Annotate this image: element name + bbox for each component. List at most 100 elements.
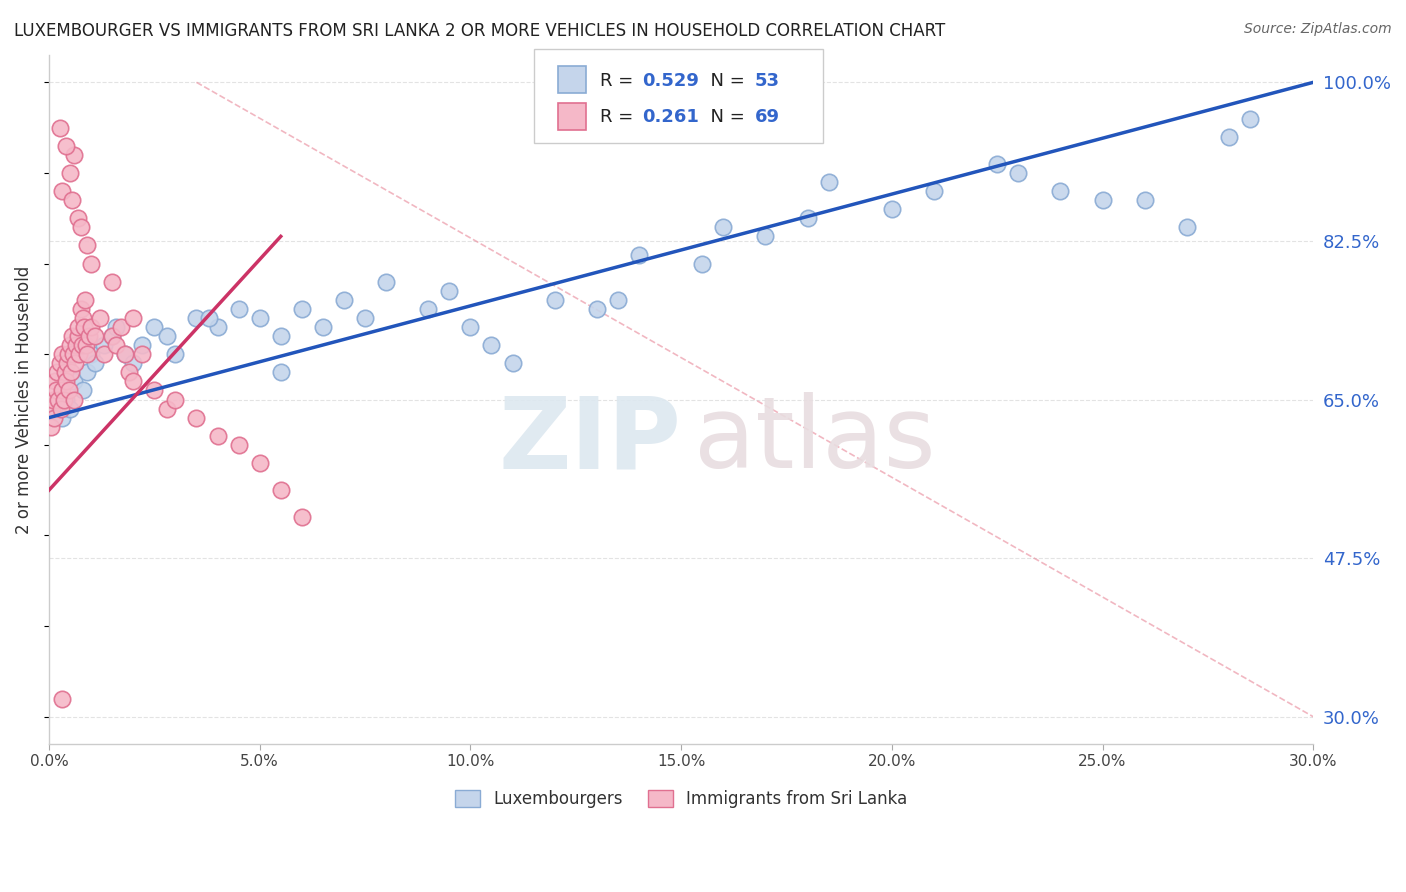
Point	[84, 329, 107, 343]
Point	[110, 320, 132, 334]
Point	[42, 410, 65, 425]
Point	[69, 301, 91, 316]
Point	[89, 310, 111, 325]
Text: R =: R =	[600, 71, 640, 89]
Point	[60, 329, 83, 343]
Text: 0.529: 0.529	[643, 71, 699, 89]
Point	[1049, 184, 1071, 198]
Point	[249, 310, 271, 325]
Point	[55, 138, 77, 153]
Point	[67, 320, 90, 334]
Text: 53: 53	[755, 71, 780, 89]
Point	[55, 392, 77, 407]
Point	[52, 392, 75, 407]
Point	[207, 429, 229, 443]
Point	[1091, 193, 1114, 207]
Point	[62, 347, 84, 361]
Point	[986, 157, 1008, 171]
Point	[165, 392, 187, 407]
Text: N =: N =	[699, 71, 751, 89]
Point	[70, 338, 93, 352]
Point	[72, 320, 94, 334]
Point	[186, 310, 208, 325]
Point	[51, 691, 73, 706]
Point	[73, 293, 96, 307]
Point	[1007, 166, 1029, 180]
Point	[49, 401, 72, 416]
Point	[65, 338, 87, 352]
Text: atlas: atlas	[693, 392, 935, 490]
Point	[460, 320, 482, 334]
Text: Source: ZipAtlas.com: Source: ZipAtlas.com	[1244, 22, 1392, 37]
Point	[228, 438, 250, 452]
Point	[333, 293, 356, 307]
Point	[606, 293, 628, 307]
Point	[1218, 129, 1240, 144]
Text: 69: 69	[755, 108, 780, 126]
Point	[76, 347, 98, 361]
Point	[44, 375, 66, 389]
Point	[114, 347, 136, 361]
Text: 0.261: 0.261	[643, 108, 699, 126]
Point	[502, 356, 524, 370]
Point	[67, 347, 90, 361]
Legend: Luxembourgers, Immigrants from Sri Lanka: Luxembourgers, Immigrants from Sri Lanka	[449, 783, 914, 814]
Point	[105, 320, 128, 334]
Point	[186, 410, 208, 425]
Point	[165, 347, 187, 361]
Point	[80, 347, 103, 361]
Point	[55, 375, 77, 389]
Point	[93, 347, 115, 361]
Point	[312, 320, 335, 334]
Point	[60, 193, 83, 207]
Point	[59, 401, 82, 416]
Point	[76, 365, 98, 379]
Point	[76, 238, 98, 252]
Point	[51, 184, 73, 198]
Point	[207, 320, 229, 334]
Point	[66, 329, 89, 343]
Point	[46, 392, 69, 407]
Point	[63, 375, 86, 389]
Point	[270, 483, 292, 497]
Point	[77, 329, 100, 343]
Text: LUXEMBOURGER VS IMMIGRANTS FROM SRI LANKA 2 OR MORE VEHICLES IN HOUSEHOLD CORREL: LUXEMBOURGER VS IMMIGRANTS FROM SRI LANK…	[14, 22, 945, 40]
Point	[690, 256, 713, 270]
Point	[101, 275, 124, 289]
Point	[46, 365, 69, 379]
Point	[63, 356, 86, 370]
Point	[291, 301, 314, 316]
Point	[481, 338, 503, 352]
Point	[80, 320, 103, 334]
Point	[101, 329, 124, 343]
Point	[48, 120, 70, 135]
Point	[131, 347, 153, 361]
Point	[39, 419, 62, 434]
Point	[585, 301, 607, 316]
Point	[51, 384, 73, 398]
Point	[55, 356, 77, 370]
Point	[754, 229, 776, 244]
Point	[439, 284, 461, 298]
Point	[270, 329, 292, 343]
Point	[156, 401, 179, 416]
Point	[56, 347, 79, 361]
Point	[156, 329, 179, 343]
Point	[143, 384, 166, 398]
Point	[101, 329, 124, 343]
Point	[84, 356, 107, 370]
Point	[796, 211, 818, 226]
Point	[114, 347, 136, 361]
Point	[198, 310, 221, 325]
Point	[72, 310, 94, 325]
Point	[375, 275, 398, 289]
Point	[45, 384, 67, 398]
Point	[75, 338, 97, 352]
Point	[354, 310, 377, 325]
Point	[143, 320, 166, 334]
Point	[58, 384, 80, 398]
Text: N =: N =	[699, 108, 751, 126]
Point	[69, 220, 91, 235]
Point	[105, 338, 128, 352]
Point	[122, 356, 145, 370]
